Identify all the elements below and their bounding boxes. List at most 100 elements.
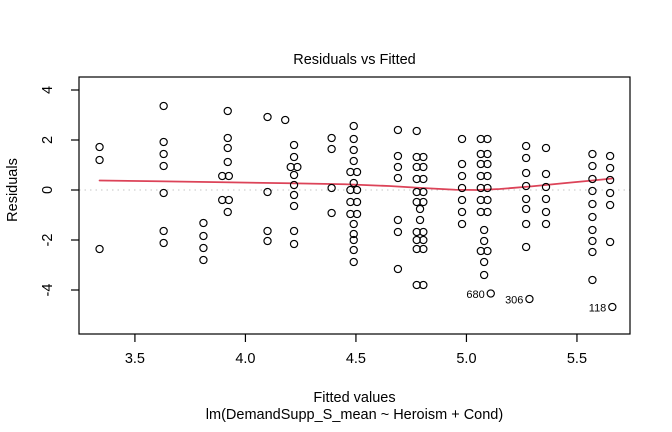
data-point xyxy=(419,244,428,254)
data-point xyxy=(293,162,302,172)
data-point xyxy=(588,174,597,184)
data-point xyxy=(289,226,299,236)
data-point xyxy=(327,183,336,193)
data-point xyxy=(588,186,597,196)
data-point xyxy=(588,247,597,257)
data-point xyxy=(541,143,551,153)
data-point xyxy=(588,212,597,222)
data-point xyxy=(393,227,403,237)
data-point xyxy=(588,225,597,235)
data-point xyxy=(605,200,615,210)
data-point xyxy=(419,152,428,162)
x-tick-label: 4.0 xyxy=(235,351,255,367)
data-point xyxy=(457,219,467,229)
data-point xyxy=(349,257,358,267)
plot-border xyxy=(78,76,631,335)
data-point xyxy=(159,238,168,248)
y-tick-label: -4 xyxy=(40,284,56,297)
data-point xyxy=(393,173,403,183)
data-point xyxy=(457,207,467,217)
data-point xyxy=(223,143,232,153)
data-point xyxy=(289,152,299,162)
data-point xyxy=(349,178,358,188)
data-point xyxy=(159,149,168,159)
data-point xyxy=(289,170,299,180)
data-point xyxy=(223,157,232,167)
smoother-line xyxy=(98,177,614,191)
data-point xyxy=(327,208,336,218)
data-point xyxy=(483,171,492,181)
data-point xyxy=(483,159,492,169)
data-point xyxy=(289,180,299,190)
data-point xyxy=(521,181,531,191)
data-point xyxy=(457,171,467,181)
data-point xyxy=(352,185,362,195)
data-point xyxy=(483,134,492,144)
outlier-point xyxy=(608,302,617,312)
data-point xyxy=(541,207,551,217)
data-point xyxy=(588,236,597,246)
data-point xyxy=(349,134,358,144)
data-point xyxy=(457,159,467,169)
outlier-label: 118 xyxy=(589,303,607,315)
data-point xyxy=(415,215,425,225)
data-point xyxy=(393,125,403,135)
data-point xyxy=(349,235,358,245)
data-point xyxy=(541,194,551,204)
data-point xyxy=(541,182,551,192)
data-point xyxy=(199,255,208,265)
data-point xyxy=(223,133,232,143)
data-point xyxy=(281,115,290,125)
outlier-point xyxy=(486,289,495,298)
data-point xyxy=(605,151,615,161)
data-point xyxy=(263,112,272,122)
data-point xyxy=(479,236,489,246)
data-point xyxy=(223,106,232,116)
data-point xyxy=(393,264,403,274)
data-point xyxy=(352,209,362,219)
data-point xyxy=(393,215,403,225)
data-point xyxy=(199,243,208,253)
data-point xyxy=(457,134,467,144)
outlier-label: 680 xyxy=(466,289,484,301)
data-point xyxy=(479,270,489,280)
data-point xyxy=(483,195,492,205)
y-axis-label: Residuals xyxy=(5,158,21,222)
data-point xyxy=(483,246,492,256)
data-point xyxy=(159,137,168,147)
data-point xyxy=(263,187,272,197)
data-point xyxy=(479,257,489,267)
data-point xyxy=(521,153,531,163)
y-tick-label: 4 xyxy=(40,86,56,94)
model-caption: lm(DemandSupp_S_mean ~ Heroism + Cond) xyxy=(205,407,504,423)
data-point xyxy=(588,199,597,209)
x-axis-label: Fitted values xyxy=(313,390,396,406)
data-point xyxy=(605,237,615,247)
data-point xyxy=(393,162,403,172)
data-point xyxy=(588,275,597,285)
data-point xyxy=(521,242,531,252)
data-point xyxy=(289,201,299,211)
data-point xyxy=(419,227,428,237)
x-tick-label: 5.5 xyxy=(567,351,587,367)
data-point xyxy=(263,226,272,236)
data-point xyxy=(159,101,168,111)
data-point xyxy=(349,219,358,229)
data-point xyxy=(483,183,492,193)
data-point xyxy=(349,145,358,155)
outlier-label: 306 xyxy=(505,295,523,307)
data-point xyxy=(199,218,208,228)
x-tick-label: 3.5 xyxy=(125,351,145,367)
data-point xyxy=(224,195,234,205)
data-point xyxy=(483,149,492,159)
data-point xyxy=(349,121,358,131)
data-point xyxy=(159,226,168,236)
data-point xyxy=(457,183,467,193)
data-point xyxy=(349,245,358,255)
data-point xyxy=(263,236,272,246)
data-point xyxy=(224,171,234,181)
data-point xyxy=(412,126,421,136)
data-point xyxy=(588,161,597,171)
data-point xyxy=(419,235,428,245)
